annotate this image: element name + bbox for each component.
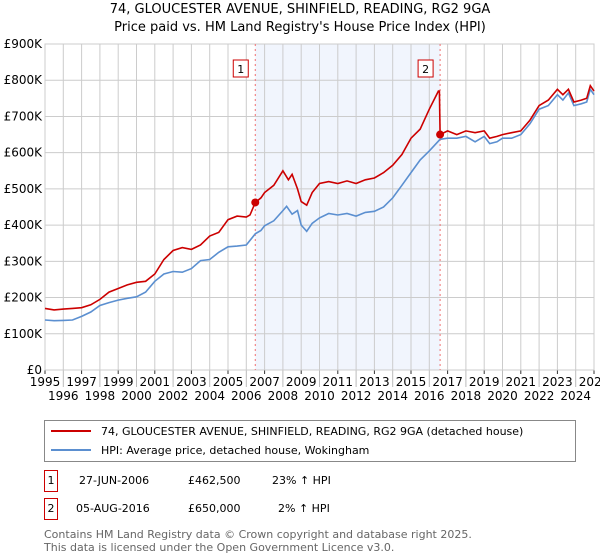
- legend: 74, GLOUCESTER AVENUE, SHINFIELD, READIN…: [44, 420, 576, 462]
- price-paid-line: [44, 83, 595, 311]
- x-tick-label: 2012: [341, 389, 372, 403]
- plot-border: [44, 43, 595, 371]
- x-tick-label: 2011: [323, 375, 354, 389]
- x-tick-label: 2018: [451, 389, 482, 403]
- x-tick-label: 2023: [542, 375, 573, 389]
- x-tick-label: 2021: [506, 375, 537, 389]
- x-tick-label: 1995: [30, 375, 61, 389]
- x-tick-label: 2005: [213, 375, 244, 389]
- sale-label: 2: [422, 63, 429, 76]
- legend-item-hpi: HPI: Average price, detached house, Woki…: [51, 442, 369, 458]
- x-tick-label: 2017: [432, 375, 463, 389]
- chart-subtitle: Price paid vs. HM Land Registry's House …: [114, 20, 486, 35]
- sale-badge: 2: [44, 498, 58, 520]
- sale-date: 05-AUG-2016: [76, 502, 150, 515]
- x-tick-label: 2007: [249, 375, 280, 389]
- y-tick-label: £100K: [4, 327, 44, 341]
- y-tick-label: £800K: [4, 73, 44, 87]
- x-tick-label: 2006: [231, 389, 262, 403]
- sale-price: £650,000: [188, 502, 241, 515]
- x-tick-label: 2009: [286, 375, 317, 389]
- x-tick-label: 2001: [140, 375, 171, 389]
- sale-label-box: [232, 59, 249, 78]
- x-tick-label: 2022: [524, 389, 555, 403]
- y-tick-label: £500K: [4, 182, 44, 196]
- x-tick-label: 1999: [103, 375, 134, 389]
- x-tick-label: 1996: [48, 389, 79, 403]
- sale-row: 2 05-AUG-2016 £650,000 2% ↑ HPI: [44, 498, 444, 520]
- y-tick-label: £400K: [4, 218, 44, 232]
- sale-point: [436, 130, 445, 139]
- sale-price: £462,500: [188, 474, 241, 487]
- x-tick-label: 2014: [377, 389, 408, 403]
- x-tick-label: 2019: [469, 375, 500, 389]
- y-tick-label: £600K: [4, 146, 44, 160]
- sale-label-box: [417, 59, 434, 78]
- sale-hpi: 2% ↑ HPI: [278, 502, 330, 515]
- sale-date: 27-JUN-2006: [79, 474, 150, 487]
- legend-item-property: 74, GLOUCESTER AVENUE, SHINFIELD, READIN…: [51, 423, 523, 439]
- x-tick-label: 1997: [66, 375, 97, 389]
- x-tick-label: 2024: [560, 389, 591, 403]
- legend-swatch-blue: [51, 449, 91, 451]
- x-tick-label: 2002: [158, 389, 189, 403]
- x-tick-label: 2015: [396, 375, 427, 389]
- legend-label: 74, GLOUCESTER AVENUE, SHINFIELD, READIN…: [101, 424, 524, 438]
- x-tick-label: 2025: [579, 375, 600, 389]
- x-tick-label: 1998: [85, 389, 116, 403]
- x-tick-label: 2020: [487, 389, 518, 403]
- footer: Contains HM Land Registry data © Crown c…: [44, 528, 472, 554]
- hpi-line: [44, 87, 595, 322]
- x-tick-label: 2013: [359, 375, 390, 389]
- y-tick-label: £0: [27, 363, 42, 377]
- y-tick-label: £300K: [4, 254, 44, 268]
- y-tick-label: £900K: [4, 37, 44, 51]
- sale-badge: 1: [44, 470, 58, 492]
- legend-swatch-red: [51, 430, 91, 432]
- footer-line-2: This data is licensed under the Open Gov…: [44, 541, 395, 554]
- sale-row: 1 27-JUN-2006 £462,500 23% ↑ HPI: [44, 470, 444, 492]
- sale-point: [251, 198, 260, 207]
- sale-hpi: 23% ↑ HPI: [272, 474, 331, 487]
- x-tick-label: 2003: [176, 375, 207, 389]
- x-tick-label: 2004: [194, 389, 225, 403]
- sale-label: 1: [237, 63, 244, 76]
- x-tick-label: 2016: [414, 389, 445, 403]
- x-tick-label: 2010: [304, 389, 335, 403]
- footer-line-1: Contains HM Land Registry data © Crown c…: [44, 528, 472, 541]
- y-tick-label: £700K: [4, 109, 44, 123]
- x-tick-label: 2000: [121, 389, 152, 403]
- legend-label: HPI: Average price, detached house, Woki…: [101, 443, 370, 457]
- y-tick-label: £200K: [4, 291, 44, 305]
- x-tick-label: 2008: [268, 389, 299, 403]
- price-chart: 1995199619971998199920002001200220032004…: [4, 37, 600, 403]
- chart-title: 74, GLOUCESTER AVENUE, SHINFIELD, READIN…: [109, 2, 491, 17]
